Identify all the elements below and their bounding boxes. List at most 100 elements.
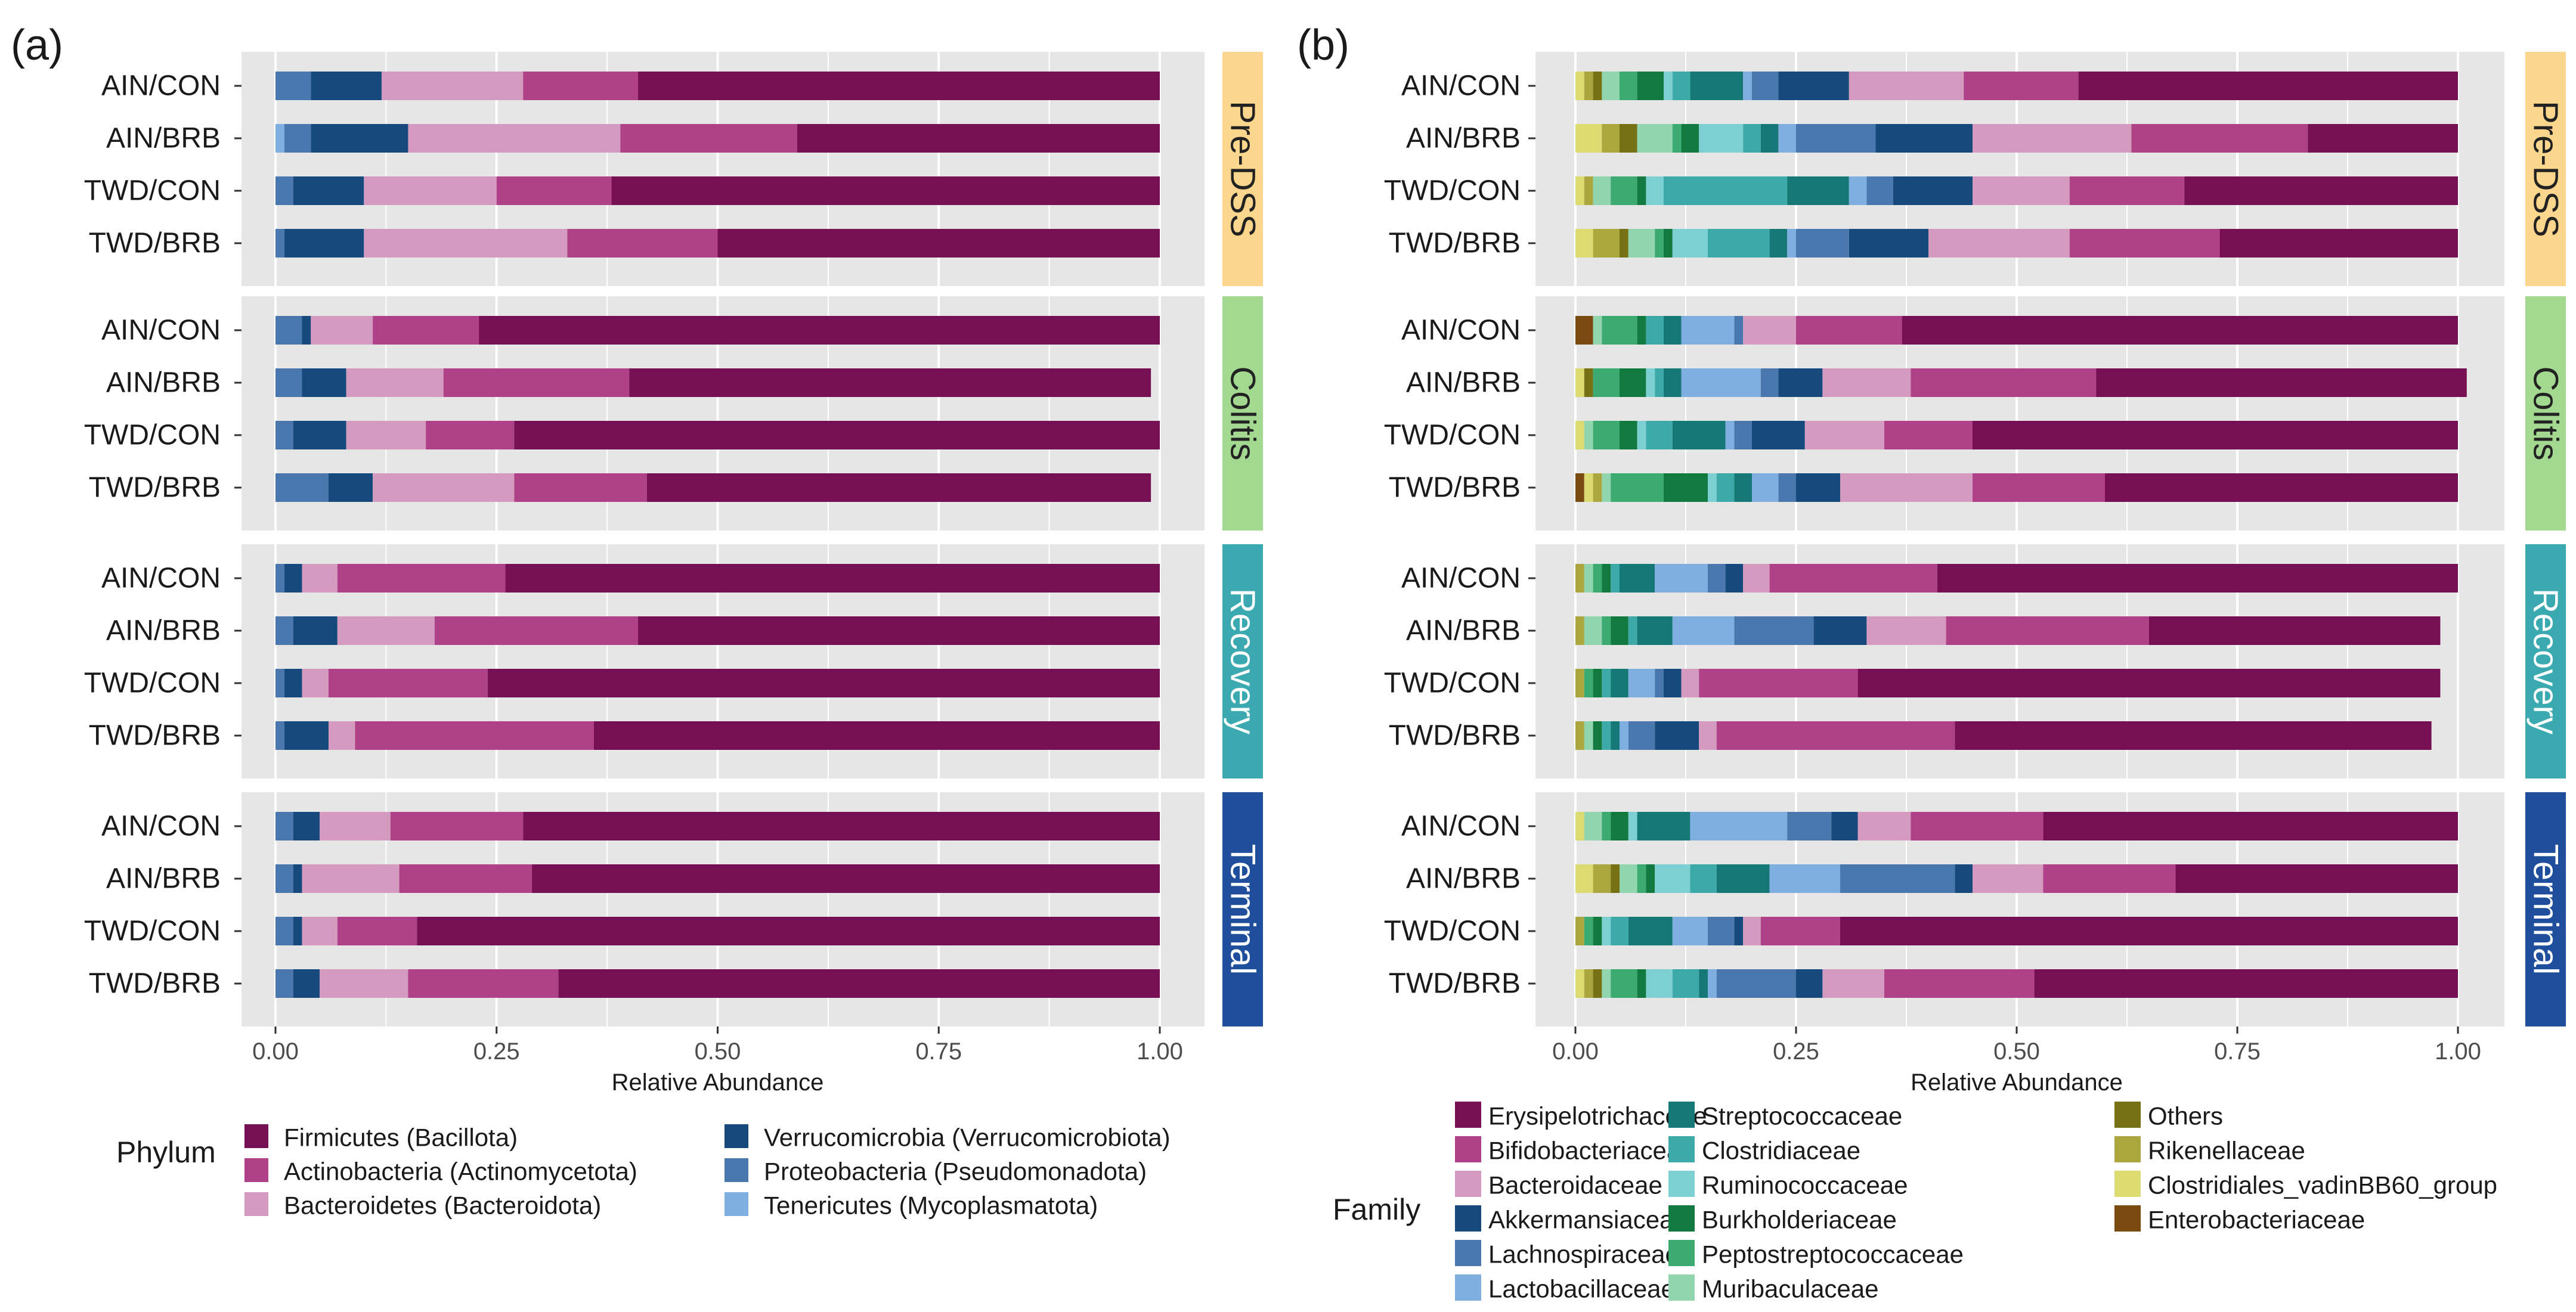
bar-segment-a	[505, 564, 1160, 593]
sample-label: AIN/BRB	[106, 367, 221, 399]
bar-segment-b	[1840, 473, 1973, 502]
bar-segment-b	[1664, 229, 1673, 258]
bar-segment-a	[311, 124, 408, 153]
bar-segment-a	[275, 229, 284, 258]
bar-segment-a	[293, 176, 364, 205]
legend-item-label: Proteobacteria (Pseudomonadota)	[764, 1158, 1147, 1186]
legend-item-label: Firmicutes (Bacillota)	[284, 1124, 518, 1152]
sample-label: TWD/CON	[1384, 916, 1521, 947]
bar-segment-b	[1620, 564, 1655, 593]
bar-segment-b	[1575, 564, 1584, 593]
sample-label: TWD/CON	[1384, 668, 1521, 699]
bar-segment-b	[1760, 368, 1779, 397]
legend-item-label: Muribaculaceae	[1702, 1275, 1879, 1303]
bar-segment-a	[328, 473, 373, 502]
legend-phylum-title: Phylum	[116, 1136, 216, 1169]
x-tick-label: 0.75	[2214, 1038, 2261, 1065]
bar-segment-a	[593, 721, 1160, 750]
facet-strip-label: Colitis	[1224, 367, 1262, 461]
bar-segment-b	[1672, 229, 1708, 258]
bar-segment-b	[1946, 616, 2149, 645]
sample-label: TWD/CON	[1384, 175, 1521, 207]
bar-segment-b	[1593, 564, 1602, 593]
bar-segment-b	[1575, 917, 1584, 945]
bar-segment-b	[1584, 669, 1593, 697]
bar-segment-b	[2105, 473, 2458, 502]
bar-segment-b	[1672, 124, 1682, 153]
bar-segment-a	[275, 616, 293, 645]
bar-segment-a	[293, 969, 320, 998]
bar-segment-a	[611, 176, 1160, 205]
legend-swatch	[244, 1158, 268, 1182]
bar-segment-b	[1708, 229, 1770, 258]
legend-swatch	[724, 1124, 748, 1148]
bar-segment-b	[1628, 812, 1637, 840]
sample-label: TWD/BRB	[1389, 720, 1521, 752]
bar-segment-a	[638, 72, 1160, 100]
legend-item-label: Others	[2148, 1102, 2223, 1130]
x-tick-label: 0.25	[473, 1038, 520, 1065]
legend-item-label: Peptostreptococcaceae	[1702, 1240, 1964, 1268]
bar-segment-b	[1575, 176, 1584, 205]
bar-segment-b	[1743, 124, 1761, 153]
legend-item-label: Rikenellaceae	[2148, 1137, 2305, 1165]
bar-segment-b	[1796, 316, 1902, 345]
bar-segment-b	[2043, 812, 2458, 840]
bar-segment-b	[1664, 176, 1788, 205]
bar-segment-b	[1646, 368, 1655, 397]
bar-segment-b	[1928, 229, 2070, 258]
bar-segment-b	[1849, 229, 1928, 258]
sample-label: AIN/BRB	[1406, 615, 1521, 647]
sample-label: TWD/BRB	[1389, 968, 1521, 1000]
legend-family-title: Family	[1333, 1193, 1420, 1226]
legend-item-label: Actinobacteria (Actinomycetota)	[284, 1158, 637, 1186]
bar-segment-b	[1611, 564, 1620, 593]
bar-segment-b	[1637, 72, 1664, 100]
bar-segment-b	[1743, 564, 1770, 593]
bar-segment-b	[1620, 124, 1637, 153]
legend-item-label: Lactobacillaceae	[1488, 1275, 1675, 1303]
sample-label: AIN/CON	[1401, 70, 1521, 102]
legend-phylum: Phylum Firmicutes (Bacillota) Actinobacte…	[116, 1124, 1171, 1220]
bar-segment-a	[275, 368, 302, 397]
bar-segment-b	[1672, 72, 1690, 100]
bar-segment-b	[1734, 917, 1744, 945]
panel-a-phylum-chart: Pre-DSS AIN/CON AIN/BRB TWD/CON TWD/BRB Colit…	[84, 52, 1263, 1096]
bar-segment-b	[1620, 368, 1646, 397]
bar-segment-b	[1664, 473, 1708, 502]
bar-segment-a	[417, 917, 1160, 945]
bar-segment-a	[302, 368, 346, 397]
sample-label: AIN/BRB	[1406, 367, 1521, 399]
x-tick-label: 1.00	[1137, 1038, 1183, 1065]
legend-item-label: Verrucomicrobia (Verrucomicrobiota)	[764, 1124, 1171, 1152]
bar-segment-b	[1602, 564, 1611, 593]
bar-segment-b	[1611, 917, 1628, 945]
bar-segment-b	[1778, 368, 1823, 397]
bar-segment-b	[1937, 564, 2458, 593]
bar-segment-b	[1743, 72, 1752, 100]
bar-segment-b	[1620, 864, 1637, 893]
bar-segment-b	[1664, 316, 1682, 345]
legend-swatch	[1455, 1274, 1481, 1301]
bar-segment-b	[1602, 812, 1611, 840]
bar-segment-b	[1813, 616, 1867, 645]
bar-segment-b	[1620, 229, 1628, 258]
sample-label: TWD/CON	[84, 175, 221, 207]
bar-segment-a	[337, 917, 417, 945]
bar-segment-b	[1593, 368, 1620, 397]
legend-swatch	[1668, 1274, 1695, 1301]
bar-segment-a	[373, 473, 515, 502]
facet-strip-colitis	[2525, 296, 2566, 531]
bar-segment-b	[1593, 917, 1602, 945]
sample-label: TWD/BRB	[1389, 228, 1521, 259]
bar-segment-a	[390, 812, 524, 840]
bar-segment-b	[1681, 669, 1699, 697]
bar-segment-a	[284, 229, 364, 258]
bar-segment-a	[408, 969, 559, 998]
bar-segment-b	[1840, 864, 1955, 893]
bar-segment-b	[1752, 421, 1805, 449]
bar-segment-b	[1778, 124, 1796, 153]
bar-segment-a	[275, 124, 284, 153]
bar-segment-b	[1637, 864, 1646, 893]
bar-segment-b	[1584, 176, 1593, 205]
